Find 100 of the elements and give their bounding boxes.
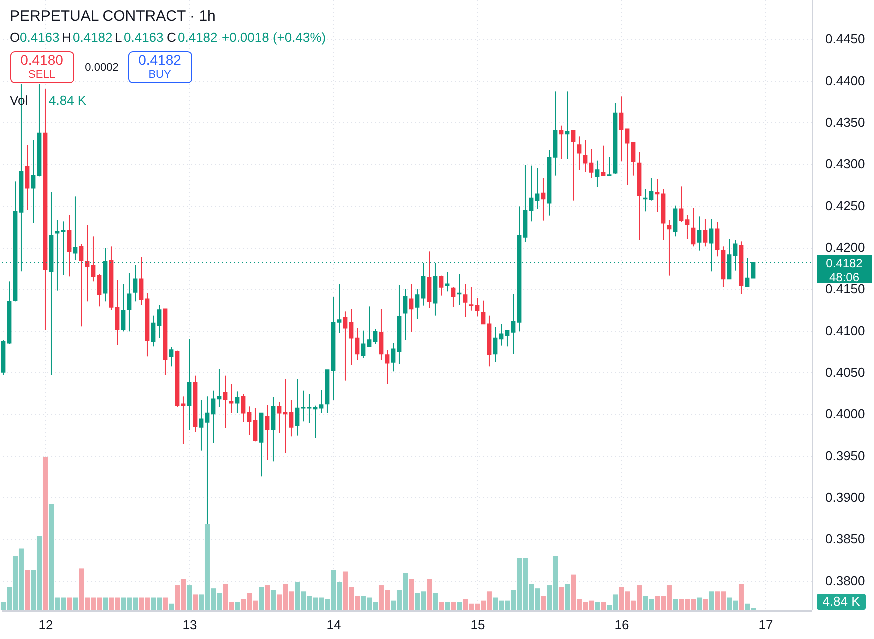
text: PERPETUAL CONTRACT · 1h: [10, 8, 216, 25]
candlestick: [133, 264, 138, 302]
candlestick: [595, 160, 600, 188]
candlestick: [439, 275, 444, 296]
candlestick: [211, 390, 216, 444]
candlestick: [253, 408, 258, 442]
candlestick: [421, 262, 426, 306]
candlestick: [391, 342, 396, 372]
candlestick: [265, 404, 270, 460]
candlestick: [715, 222, 720, 258]
candlestick: [379, 308, 384, 360]
y-tick-label: 0.3900: [826, 490, 866, 505]
candlestick: [169, 347, 174, 368]
annotation: L: [115, 30, 122, 45]
bar: [432, 593, 438, 610]
candlestick: [415, 288, 420, 320]
candlestick: [295, 378, 300, 436]
candlestick: [541, 178, 546, 222]
candlestick: [223, 375, 228, 429]
candlestick: [667, 220, 672, 276]
candlestick: [367, 306, 372, 348]
candlestick: [511, 294, 516, 355]
bar: [738, 584, 744, 610]
candlestick: [451, 287, 456, 308]
candlestick: [691, 208, 696, 248]
annotation: 0.4182: [138, 52, 182, 68]
annotation: 0.4180: [20, 52, 64, 68]
bar: [444, 602, 450, 610]
y-tick-label: 0.4050: [826, 365, 866, 380]
bar: [270, 590, 276, 610]
annotation: C: [167, 30, 176, 45]
candlestick: [91, 236, 96, 282]
candlestick: [607, 157, 612, 176]
bar: [192, 594, 198, 610]
y-tick-label: 0.4200: [826, 240, 866, 255]
candlestick: [589, 148, 594, 179]
bar: [438, 602, 444, 610]
y-tick-label: 0.4350: [826, 115, 866, 130]
annotation: 0.4182: [73, 30, 113, 45]
candlestick: [127, 272, 132, 332]
candlestick: [25, 144, 30, 210]
annotation: SELL: [28, 69, 56, 81]
bar: [42, 457, 48, 610]
candlestick: [529, 165, 534, 222]
x-tick-label: 14: [326, 618, 342, 632]
y-tick-label: 0.4250: [826, 198, 866, 214]
bar: [408, 579, 414, 610]
x-tick-label: 17: [758, 618, 774, 632]
candlestick: [121, 284, 126, 332]
annotation: +0.0018 (+0.43%): [222, 30, 326, 45]
candlestick: [685, 214, 690, 240]
candlestick: [649, 178, 654, 202]
bar: [162, 598, 168, 610]
candlestick: [289, 400, 294, 438]
y-tick-label: 0.3850: [826, 532, 866, 547]
candlestick: [97, 274, 102, 308]
candlestick: [301, 390, 306, 422]
bar: [168, 604, 174, 610]
bar: [456, 602, 462, 610]
candlestick: [157, 304, 162, 339]
candlestick: [247, 406, 252, 436]
candlestick: [577, 136, 582, 170]
bar: [708, 592, 714, 610]
x-tick-label: 12: [38, 618, 54, 632]
candlestick: [457, 274, 462, 306]
candlestick: [469, 287, 474, 312]
y-tick-label: 0.3800: [826, 573, 866, 588]
y-tick-label: 0.3950: [826, 448, 866, 464]
candlestick: [73, 196, 78, 260]
candlestick: [139, 257, 144, 306]
annotation: BUY: [148, 69, 172, 81]
bar: [600, 602, 606, 610]
bar: [558, 587, 564, 610]
candlestick: [703, 218, 708, 248]
annotation: 0.0002: [85, 62, 119, 74]
bar: [594, 602, 600, 610]
candlestick: [697, 216, 702, 252]
bar: [24, 570, 30, 610]
x-tick-label: 15: [470, 618, 486, 632]
candlestick: [271, 397, 276, 462]
candlestick: [463, 284, 468, 318]
y-tick-label: 0.4000: [826, 406, 866, 422]
candlestick: [343, 311, 348, 382]
candlestick: [643, 188, 648, 212]
y-tick-label: 0.4450: [826, 32, 866, 47]
bar: [186, 586, 192, 610]
ref-line-label: 0.4182 48:06: [826, 256, 864, 284]
y-tick-label: 0.4300: [826, 156, 866, 172]
annotation: 0.4182: [178, 30, 218, 45]
candlestick: [481, 300, 486, 325]
candlestick: [235, 391, 240, 414]
candlestick: [493, 327, 498, 363]
bar: [66, 598, 72, 610]
x-tick-label: 16: [614, 618, 630, 632]
candlestick: [319, 390, 324, 414]
candlestick: [313, 405, 318, 439]
candlestick: [31, 140, 36, 224]
annotation: 4.84 K: [49, 93, 87, 108]
candlestick: [67, 214, 72, 278]
bar: [264, 586, 270, 610]
